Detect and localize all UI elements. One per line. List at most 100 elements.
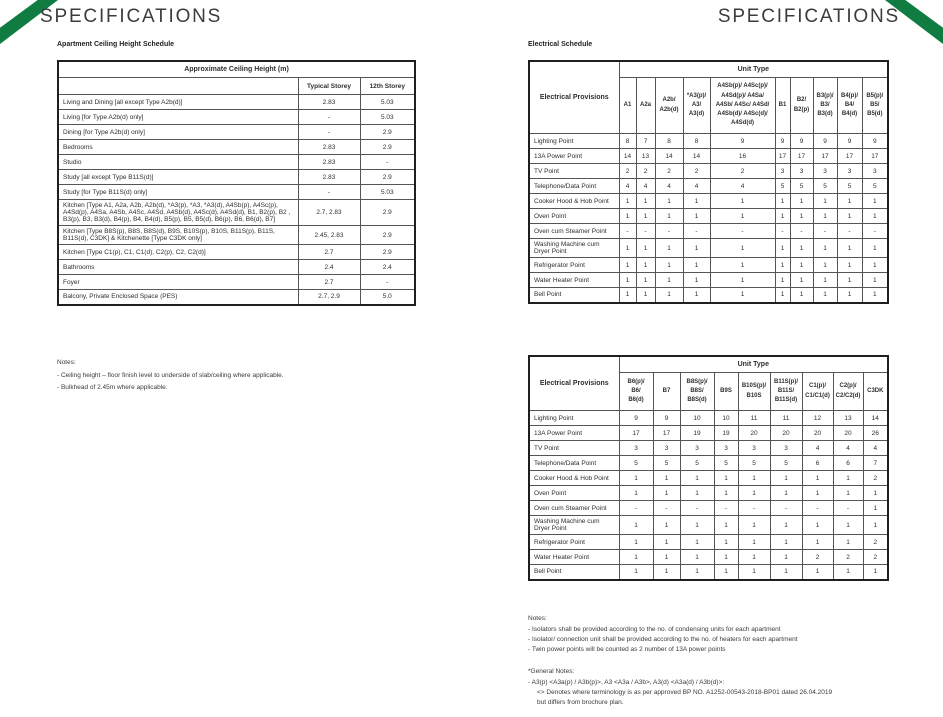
value-cell: 5 xyxy=(679,455,715,471)
table-row: Refrigerator Point 1 1 1 1 1 1 1 1 2 xyxy=(528,534,889,550)
page-title-right: SPECIFICATIONS xyxy=(717,6,900,27)
value-cell: 3 xyxy=(652,440,681,456)
value-cell: - xyxy=(679,500,715,516)
unit-type-label: B4(p)/ B4/ B4(d) xyxy=(836,77,863,134)
value-cell: - xyxy=(789,223,814,239)
row-label: Study [all except Type B11S(d)] xyxy=(57,169,299,185)
table-row: Living [for Type A2b(d) only] -5.03 xyxy=(57,109,416,125)
value-cell: 1 xyxy=(737,485,771,501)
row-label: Refrigerator Point xyxy=(528,534,620,550)
value-cell: 1 xyxy=(654,257,684,273)
value-cell: 1 xyxy=(713,485,739,501)
row-label: Bedrooms xyxy=(57,139,299,155)
table-row: Study [for Type B11S(d) only] -5.03 xyxy=(57,184,416,200)
value-cell: 9 xyxy=(652,410,681,426)
general-notes-title: *General Notes: xyxy=(528,668,575,675)
value-cell: 2 xyxy=(801,549,834,565)
value-cell: 1 xyxy=(713,470,739,486)
value-cell: 1 xyxy=(812,193,838,209)
value-cell: - xyxy=(737,500,771,516)
value-cell: 13 xyxy=(832,410,864,426)
value-cell: 1 xyxy=(774,257,791,273)
row-label: Water Heater Point xyxy=(528,272,620,288)
value-cell: 4 xyxy=(618,178,637,194)
table-row: Refrigerator Point 1 1 1 1 1 1 1 1 1 1 xyxy=(528,257,889,273)
twelfth-storey-value: 2.4 xyxy=(359,259,416,275)
twelfth-storey-value: 5.0 xyxy=(359,289,416,305)
value-cell: 1 xyxy=(709,272,776,288)
value-cell: 4 xyxy=(832,440,864,456)
value-cell: 17 xyxy=(836,148,863,164)
value-cell: 1 xyxy=(682,238,711,258)
row-label: Telephone/Data Point xyxy=(528,455,620,471)
value-cell: 19 xyxy=(713,425,739,441)
value-cell: - xyxy=(812,223,838,239)
value-cell: 1 xyxy=(713,534,739,550)
value-cell: 5 xyxy=(861,178,889,194)
value-cell: - xyxy=(801,500,834,516)
value-cell: 9 xyxy=(789,133,814,149)
row-label: Lighting Point xyxy=(528,410,620,426)
value-cell: 1 xyxy=(812,208,838,224)
value-cell: 1 xyxy=(713,549,739,565)
value-cell: 10 xyxy=(713,410,739,426)
unit-type-label: B6(p)/ B6/ B6(d) xyxy=(618,372,654,411)
value-cell: 2 xyxy=(862,470,889,486)
row-label: TV Point xyxy=(528,163,620,179)
value-cell: - xyxy=(774,223,791,239)
value-cell: 1 xyxy=(618,549,654,565)
value-cell: 14 xyxy=(862,410,889,426)
value-cell: 1 xyxy=(812,238,838,258)
value-cell: - xyxy=(713,500,739,516)
value-cell: 1 xyxy=(836,272,863,288)
value-cell: 1 xyxy=(737,564,771,580)
value-cell: 1 xyxy=(774,238,791,258)
value-cell: 17 xyxy=(861,148,889,164)
unit-type-label: B2/ B2(p) xyxy=(789,77,814,134)
typical-storey-value: 2.7, 2.83 xyxy=(297,199,361,226)
note-line: - Ceiling height – floor finish level to… xyxy=(57,372,284,379)
twelfth-storey-value: 2.9 xyxy=(359,169,416,185)
table-row: Bathrooms 2.4 2.4 xyxy=(57,259,416,275)
table-row: Bell Point 1 1 1 1 1 1 1 1 1 xyxy=(528,564,889,580)
value-cell: 1 xyxy=(832,485,864,501)
value-cell: 1 xyxy=(812,287,838,303)
row-label: Living and Dining [all except Type A2b(d… xyxy=(57,94,299,110)
table-row: Cooker Hood & Hob Point 1 1 1 1 1 1 1 1 1 1 xyxy=(528,193,889,209)
value-cell: - xyxy=(832,500,864,516)
typical-storey-value: - xyxy=(297,109,361,125)
value-cell: 1 xyxy=(801,470,834,486)
twelfth-storey-value: 2.9 xyxy=(359,244,416,260)
value-cell: 1 xyxy=(812,257,838,273)
value-cell: 1 xyxy=(774,193,791,209)
value-cell: 20 xyxy=(737,425,771,441)
value-cell: 3 xyxy=(769,440,803,456)
value-cell: 1 xyxy=(654,287,684,303)
value-cell: 1 xyxy=(618,238,637,258)
value-cell: 9 xyxy=(836,133,863,149)
value-cell: 4 xyxy=(862,440,889,456)
value-cell: 3 xyxy=(836,163,863,179)
ceiling-notes: Notes: - Ceiling height – floor finish l… xyxy=(57,357,457,394)
column-header: Typical Storey xyxy=(297,77,361,95)
value-cell: 1 xyxy=(618,287,637,303)
row-label: TV Point xyxy=(528,440,620,456)
row-label: 13A Power Point xyxy=(528,425,620,441)
value-cell: 6 xyxy=(832,455,864,471)
value-cell: 1 xyxy=(836,193,863,209)
table-row: Bell Point 1 1 1 1 1 1 1 1 1 1 xyxy=(528,287,889,303)
twelfth-storey-value: 2.9 xyxy=(359,124,416,140)
value-cell: - xyxy=(769,500,803,516)
row-label: Water Heater Point xyxy=(528,549,620,565)
value-cell: 1 xyxy=(832,564,864,580)
value-cell: 5 xyxy=(713,455,739,471)
value-cell: 1 xyxy=(769,515,803,535)
unit-type-label: B5(p)/ B5/ B5(d) xyxy=(861,77,889,134)
note-line: - A3(p) <A3a(p) / A3b(p)>, A3 <A3a / A3b… xyxy=(528,679,725,686)
value-cell: 1 xyxy=(652,564,681,580)
value-cell: 1 xyxy=(635,193,656,209)
row-label: Oven Point xyxy=(528,485,620,501)
electrical-provisions-header: Electrical Provisions xyxy=(528,60,620,134)
note-line: - Twin power points will be counted as 2… xyxy=(528,646,726,653)
